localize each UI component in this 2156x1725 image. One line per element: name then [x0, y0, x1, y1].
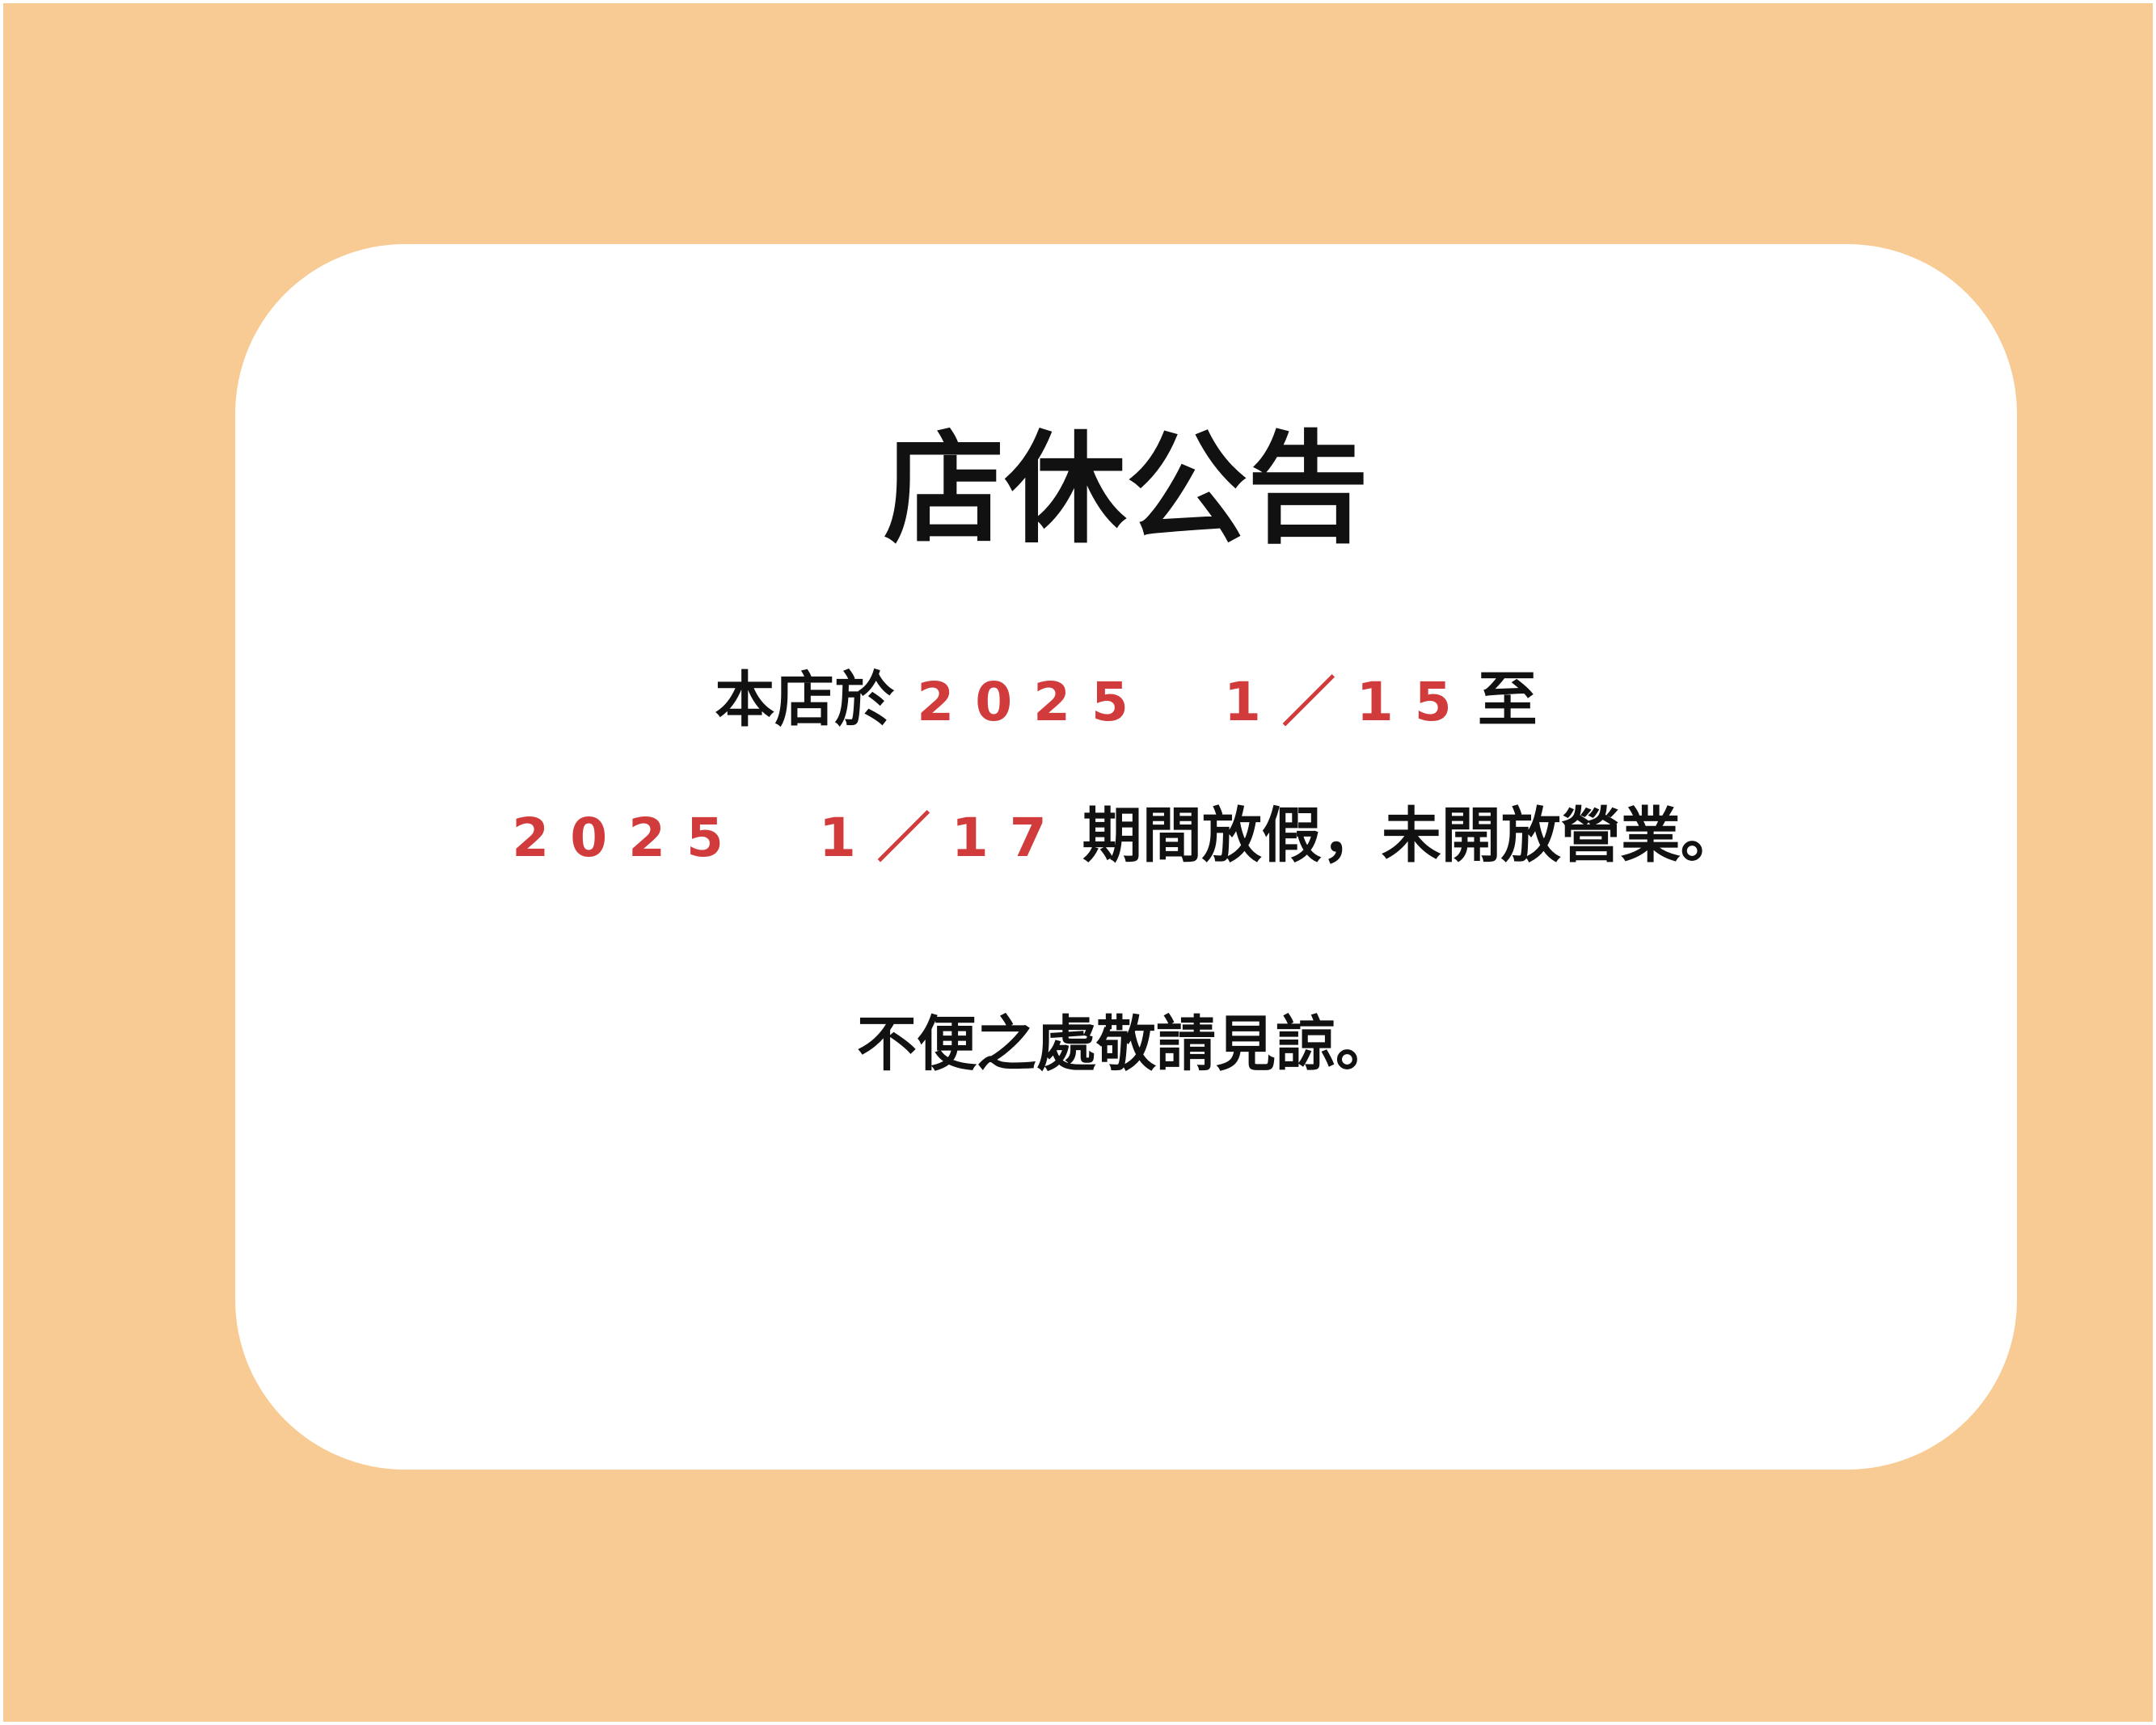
notice-poster: 店休公告 本店於 2025 1／15至 2025 1／17 期間放假，未開放營業。 … — [3, 3, 2153, 1722]
notice-apology: 不便之處敬請見諒。 — [857, 1010, 1395, 1079]
notice-line-end: 2025 1／17 期間放假，未開放營業。 — [235, 806, 2017, 866]
start-date: 2025 1／15 — [917, 671, 1473, 733]
notice-line-start: 本店於 2025 1／15至 — [235, 670, 2017, 730]
notice-line-start-prefix: 本店於 — [715, 665, 895, 735]
notice-card: 店休公告 本店於 2025 1／15至 2025 1／17 期間放假，未開放營業。 … — [235, 244, 2017, 1470]
end-date: 2025 1／17 — [512, 807, 1068, 869]
notice-line-start-suffix: 至 — [1477, 665, 1538, 735]
notice-line-end-suffix: 期間放假，未開放營業。 — [1082, 801, 1740, 871]
notice-title: 店休公告 — [883, 418, 1369, 560]
